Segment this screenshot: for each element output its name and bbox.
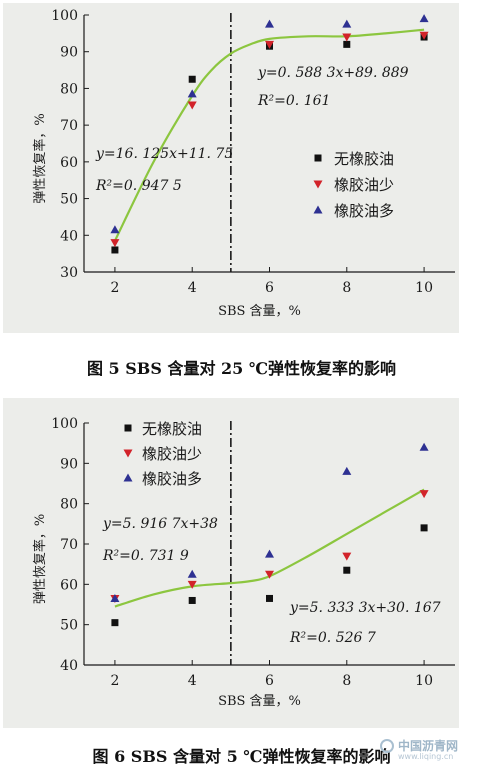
- data-point-square: [188, 596, 196, 604]
- data-point-square: [420, 524, 428, 532]
- y-tick-label: 50: [60, 192, 78, 208]
- data-point-triangle-down: [265, 570, 274, 579]
- data-point-triangle-up: [110, 225, 120, 234]
- chart-5c: 40 50 60 70 80 90 100 2 4 6 8 10 SBS 含量，% 弹性恢复率，% 无橡胶油…: [3, 398, 459, 728]
- x-tick-label: 4: [188, 673, 197, 689]
- fit-curve: [114, 488, 425, 608]
- x-tick-label: 10: [415, 280, 433, 296]
- data-point-triangle-up: [419, 14, 429, 23]
- r-squared-left: R²=0. 947 5: [95, 178, 182, 194]
- data-point-triangle-up: [265, 19, 274, 28]
- data-point-square: [111, 619, 119, 627]
- data-point-triangle-down: [342, 552, 352, 561]
- data-point-triangle-up: [342, 19, 352, 28]
- x-tick-label: 6: [265, 280, 274, 296]
- y-axis-label: 弹性恢复率，%: [32, 514, 48, 604]
- legend-marker-triangle-up: [313, 205, 323, 214]
- legend-marker-triangle-down: [313, 180, 323, 189]
- y-tick-label: 40: [60, 228, 78, 244]
- y-tick-label: 80: [60, 81, 78, 97]
- watermark-logo-icon: [380, 739, 394, 753]
- watermark-text: 中国沥青网: [398, 739, 459, 753]
- y-tick-label: 70: [60, 118, 78, 134]
- watermark: 中国沥青网 www.liqing.cn: [380, 735, 480, 771]
- data-point-triangle-down: [419, 490, 429, 499]
- x-axis-label: SBS 含量，%: [218, 303, 301, 319]
- x-tick-label: 10: [415, 673, 433, 689]
- x-tick-label: 8: [342, 673, 351, 689]
- y-tick-label: 100: [51, 416, 78, 432]
- legend-label: 橡胶油多: [334, 202, 394, 220]
- figure-caption-5c: 图 6 SBS 含量对 5 ℃弹性恢复率的影响: [92, 747, 391, 766]
- legend-marker-triangle-down: [123, 449, 133, 458]
- data-point-triangle-down: [110, 239, 120, 248]
- legend-marker-triangle-up: [123, 473, 133, 482]
- y-tick-label: 60: [60, 155, 78, 171]
- y-axis-label: 弹性恢复率，%: [32, 113, 48, 203]
- y-tick-label: 60: [60, 577, 78, 593]
- y-tick-label: 100: [51, 8, 78, 24]
- y-tick-label: 30: [60, 265, 78, 281]
- regression-equation-left: y=5. 916 7x+38: [102, 516, 218, 532]
- legend-label: 橡胶油多: [142, 470, 202, 488]
- data-point-triangle-down: [265, 40, 274, 49]
- regression-equation-right: y=0. 588 3x+89. 889: [257, 65, 409, 81]
- data-point-square: [188, 75, 196, 83]
- chart-panel-5c: 40 50 60 70 80 90 100 2 4 6 8 10 SBS 含量，% 弹性恢复率，% 无橡胶油…: [0, 395, 483, 735]
- x-tick-label: 8: [342, 280, 351, 296]
- r-squared-left: R²=0. 731 9: [102, 548, 189, 564]
- legend-marker-square: [124, 424, 132, 432]
- regression-equation-right: y=5. 333 3x+30. 167: [289, 600, 441, 616]
- r-squared-right: R²=0. 161: [257, 93, 330, 109]
- legend-label: 橡胶油少: [334, 176, 394, 194]
- data-point-square: [343, 40, 351, 48]
- chart-panel-25c: 30 40 50 60 70 80 90 100 2 4 6 8 10 SBS 含量，% 弹性恢复率，% 无橡…: [0, 0, 483, 345]
- y-tick-label: 90: [60, 45, 78, 61]
- data-point-triangle-up: [265, 549, 274, 558]
- data-point-square: [343, 566, 351, 574]
- x-axis-label: SBS 含量，%: [218, 693, 301, 709]
- r-squared-right: R²=0. 526 7: [289, 630, 376, 646]
- data-point-triangle-up: [187, 569, 197, 578]
- y-tick-label: 40: [60, 658, 78, 674]
- x-tick-label: 6: [265, 673, 274, 689]
- y-tick-label: 50: [60, 618, 78, 634]
- y-tick-label: 90: [60, 456, 78, 472]
- legend-label: 橡胶油少: [142, 445, 202, 463]
- data-point-triangle-down: [187, 580, 197, 589]
- data-point-triangle-up: [187, 89, 197, 98]
- data-point-triangle-up: [110, 593, 120, 602]
- data-point-triangle-down: [342, 33, 352, 42]
- data-point-triangle-up: [419, 442, 429, 451]
- legend-label: 无橡胶油: [142, 420, 202, 438]
- data-point-square: [111, 246, 119, 254]
- data-point-square: [266, 594, 273, 602]
- legend-marker-square: [314, 154, 322, 162]
- x-tick-label: 2: [110, 673, 119, 689]
- watermark-subtext: www.liqing.cn: [398, 752, 454, 761]
- data-point-triangle-down: [419, 31, 429, 40]
- x-tick-label: 4: [188, 280, 197, 296]
- chart-25c: 30 40 50 60 70 80 90 100 2 4 6 8 10 SBS 含量，% 弹性恢复率，% 无橡…: [3, 3, 459, 333]
- x-tick-label: 2: [110, 280, 119, 296]
- data-point-triangle-up: [342, 466, 352, 475]
- data-point-triangle-down: [187, 101, 197, 110]
- fit-curve: [113, 28, 425, 242]
- figure-caption-25c: 图 5 SBS 含量对 25 ℃弹性恢复率的影响: [86, 359, 397, 378]
- regression-equation-left: y=16. 125x+11. 75: [95, 146, 233, 162]
- y-tick-label: 70: [60, 537, 78, 553]
- y-tick-label: 80: [60, 497, 78, 513]
- legend-label: 无橡胶油: [334, 150, 394, 168]
